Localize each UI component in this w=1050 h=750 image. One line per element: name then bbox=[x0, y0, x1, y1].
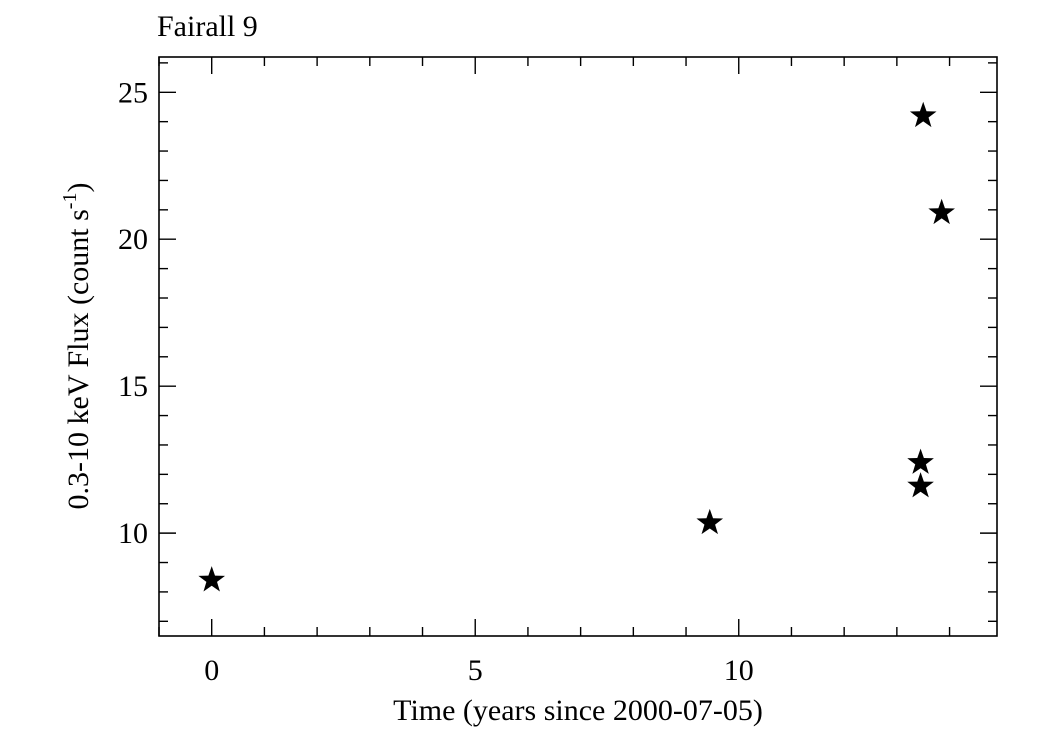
axis-tick-labels: 0 5 10 10 15 20 25 bbox=[118, 76, 754, 687]
data-points bbox=[198, 101, 955, 592]
data-point-star bbox=[928, 198, 955, 225]
axis-ticks bbox=[158, 57, 997, 636]
data-point-star bbox=[907, 472, 934, 498]
y-tick-label: 15 bbox=[118, 370, 148, 403]
y-axis-label-main: 0.3-10 keV Flux (count s bbox=[62, 209, 95, 509]
data-point-star bbox=[696, 508, 724, 535]
y-tick-label: 20 bbox=[118, 223, 148, 256]
y-axis-label: 0.3-10 keV Flux (count s-1) bbox=[59, 183, 95, 510]
data-point-star bbox=[909, 101, 937, 128]
x-tick-label: 10 bbox=[724, 654, 754, 687]
y-axis-label-superscript: -1 bbox=[59, 193, 81, 210]
data-point-star bbox=[198, 566, 226, 592]
data-point-star bbox=[907, 448, 934, 474]
y-tick-label: 10 bbox=[118, 517, 148, 550]
x-axis-label: Time (years since 2000-07-05) bbox=[393, 694, 763, 727]
x-tick-label: 5 bbox=[468, 654, 483, 687]
y-axis-label-close: ) bbox=[62, 183, 95, 193]
x-tick-label: 0 bbox=[204, 654, 219, 687]
y-tick-label: 25 bbox=[118, 76, 148, 109]
chart-title: Fairall 9 bbox=[157, 10, 258, 43]
plot-frame bbox=[158, 56, 998, 637]
